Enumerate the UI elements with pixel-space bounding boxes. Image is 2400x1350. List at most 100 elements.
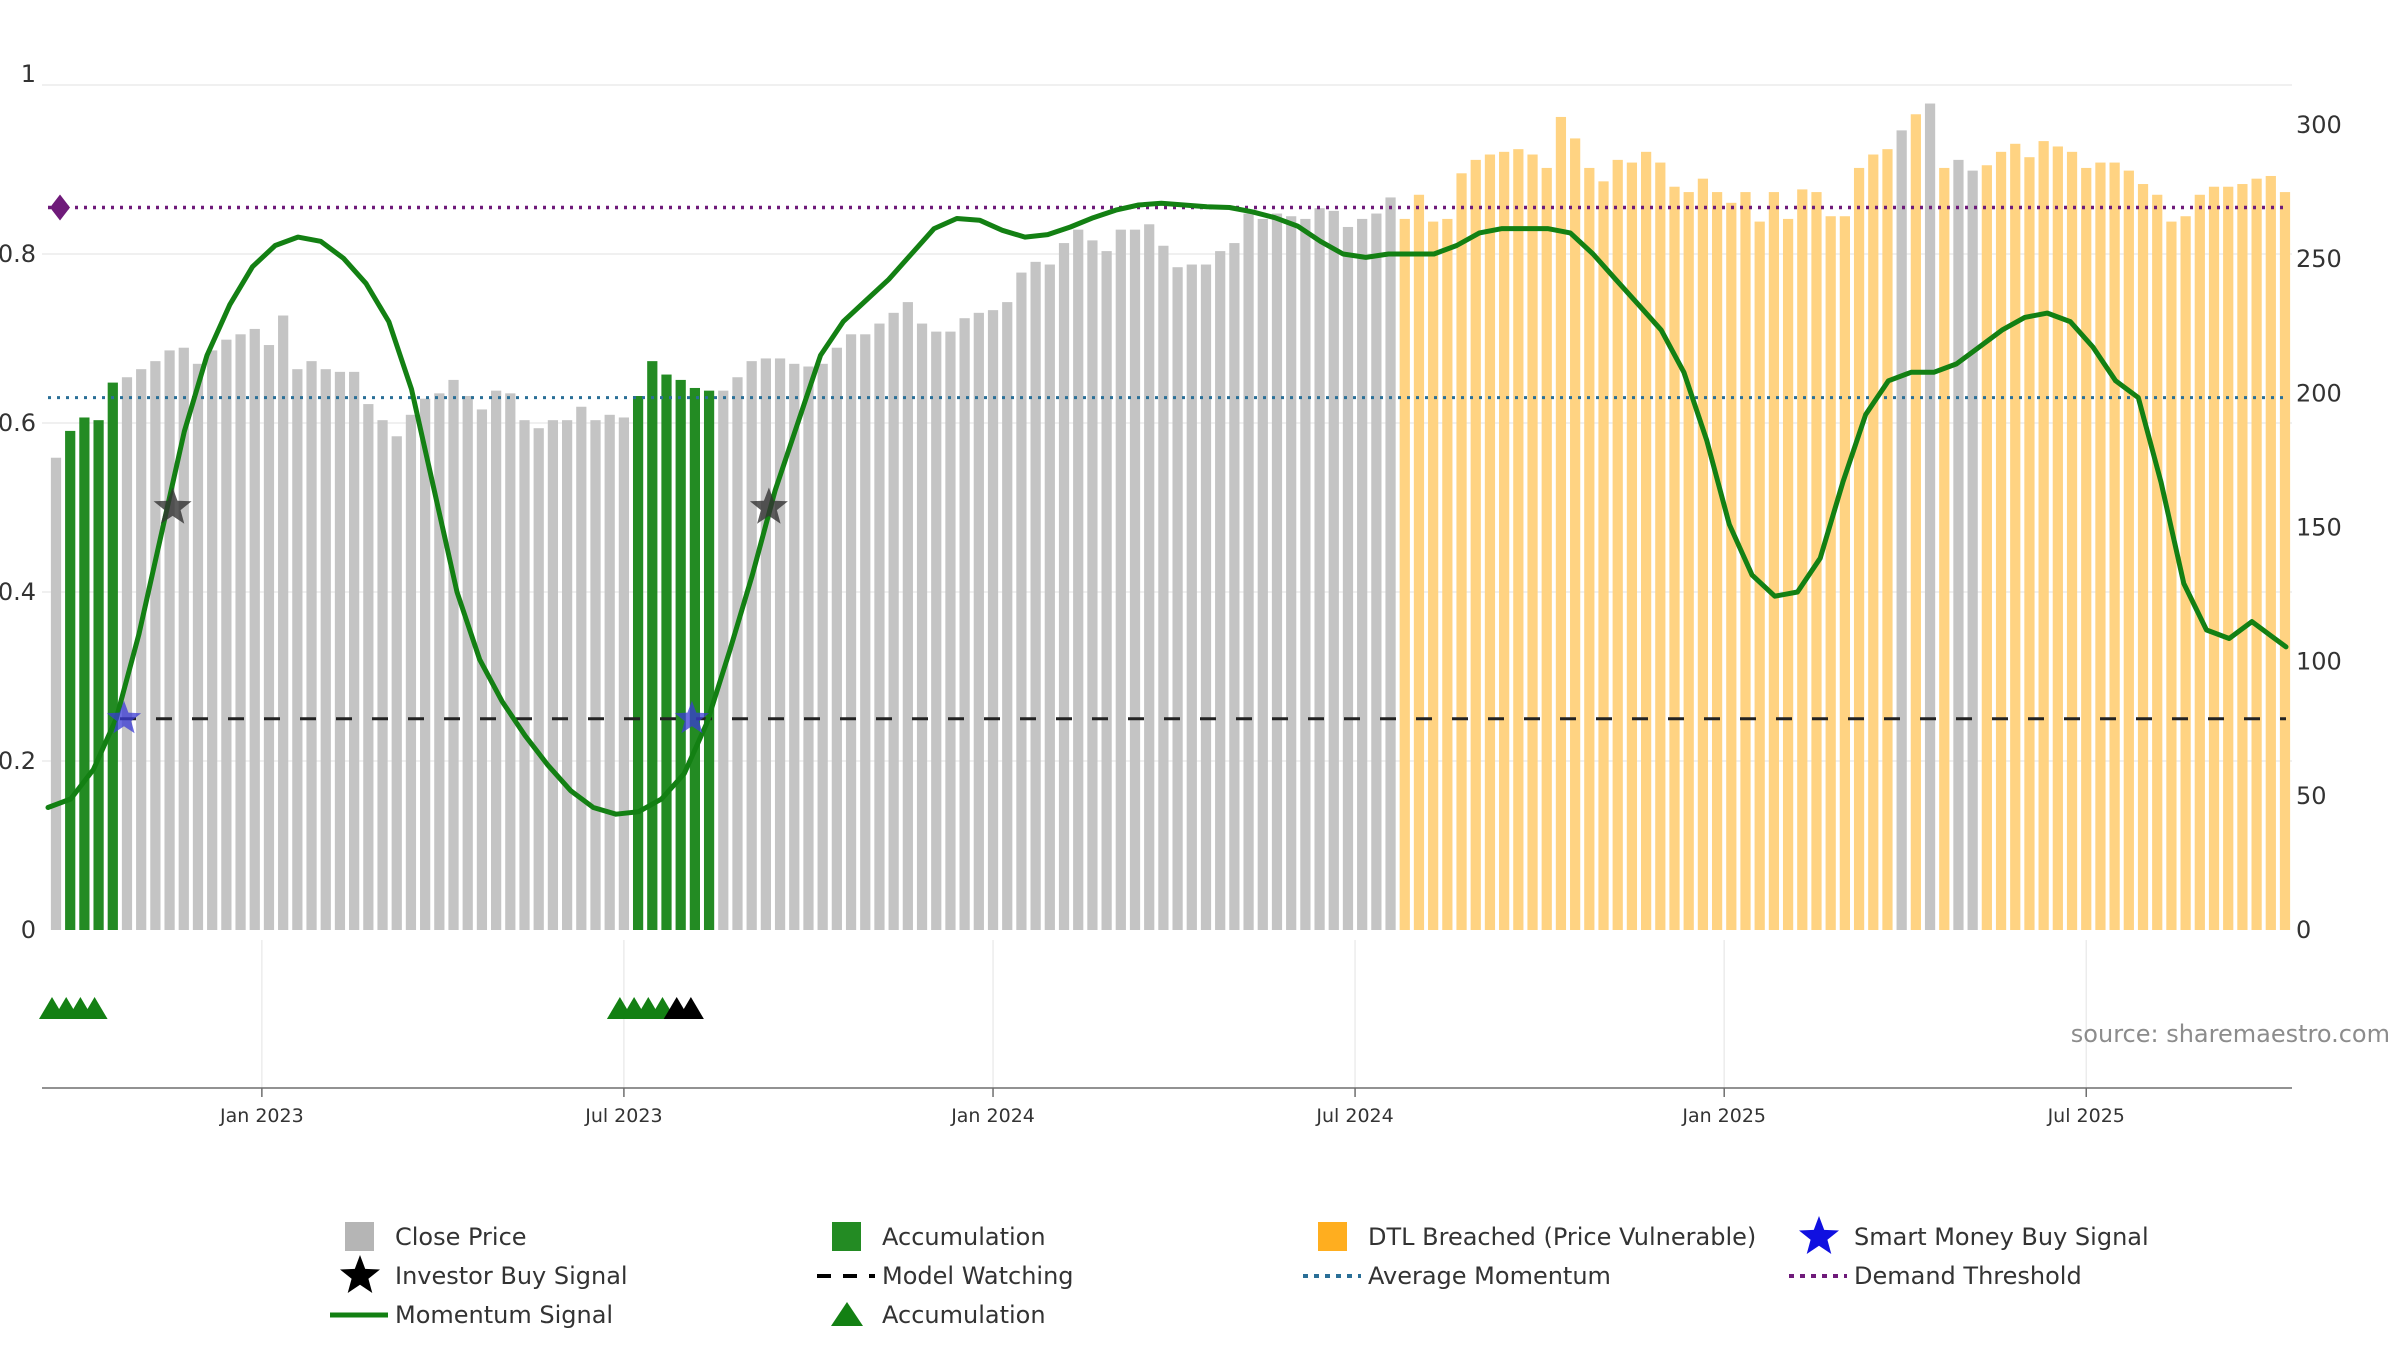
price-bar bbox=[306, 361, 317, 931]
price-bar bbox=[1328, 210, 1339, 930]
signal-markers bbox=[39, 194, 788, 1019]
price-bar bbox=[249, 328, 260, 930]
axes: 0 0.2 0.4 0.6 0.8 1 0 50 100 150 200 250 300 Jan 2023… bbox=[0, 60, 2342, 1127]
price-bar bbox=[561, 420, 573, 930]
price-bar bbox=[689, 387, 700, 930]
price-bar bbox=[1669, 186, 1680, 930]
price-bar bbox=[1413, 194, 1425, 930]
price-bar bbox=[178, 347, 189, 930]
price-bar bbox=[1697, 178, 1709, 930]
legend-label: Investor Buy Signal bbox=[395, 1262, 628, 1290]
price-bar bbox=[1896, 130, 1907, 930]
price-bar bbox=[1456, 173, 1467, 931]
price-bar bbox=[533, 428, 544, 930]
price-bar bbox=[1541, 167, 1552, 930]
price-bar bbox=[1073, 229, 1084, 930]
price-bar bbox=[1641, 151, 1652, 931]
price-bar bbox=[1030, 261, 1041, 931]
legend-label: Average Momentum bbox=[1368, 1262, 1611, 1290]
price-bar bbox=[121, 377, 133, 930]
price-bar bbox=[1044, 264, 1055, 930]
price-bar bbox=[1868, 154, 1879, 930]
legend-label: Model Watching bbox=[882, 1262, 1074, 1290]
x-axis-tick-label: Jan 2024 bbox=[950, 1105, 1035, 1127]
right-axis-tick: 200 bbox=[2296, 379, 2342, 407]
price-bar bbox=[1584, 167, 1595, 930]
price-bar bbox=[618, 417, 630, 930]
price-bar bbox=[1399, 218, 1410, 930]
price-bar bbox=[1172, 267, 1183, 930]
left-axis-tick: 0.6 bbox=[0, 409, 36, 437]
x-axis-tick-label: Jan 2023 bbox=[219, 1105, 304, 1127]
price-bar bbox=[1470, 159, 1481, 931]
x-axis-tick-label: Jul 2025 bbox=[2047, 1105, 2125, 1127]
price-bar bbox=[1953, 159, 1964, 931]
price-bar bbox=[1555, 116, 1567, 930]
price-bar bbox=[789, 363, 800, 931]
price-bar bbox=[718, 390, 729, 930]
price-bar bbox=[1243, 213, 1254, 931]
price-bar bbox=[2038, 141, 2049, 931]
price-bar bbox=[164, 350, 175, 930]
price-bar bbox=[1754, 221, 1765, 931]
right-axis-tick: 150 bbox=[2296, 514, 2342, 542]
price-bar bbox=[817, 363, 828, 931]
price-bar bbox=[774, 358, 786, 930]
accumulation-marker bbox=[81, 997, 108, 1019]
price-bar bbox=[1853, 167, 1865, 930]
price-bar bbox=[1271, 213, 1283, 931]
price-bar bbox=[207, 350, 218, 930]
price-bar bbox=[1939, 167, 1950, 930]
price-bar bbox=[959, 318, 970, 930]
price-bar bbox=[1967, 170, 1978, 930]
price-bar bbox=[2180, 216, 2191, 930]
price-bar bbox=[1782, 218, 1794, 930]
price-bar bbox=[2166, 221, 2177, 931]
price-bar bbox=[1527, 154, 1538, 930]
price-bar bbox=[462, 396, 473, 930]
demand-threshold-marker bbox=[50, 194, 70, 221]
price-bar bbox=[760, 358, 771, 930]
price-bar bbox=[2237, 184, 2248, 931]
smart-money-buy-marker bbox=[674, 700, 709, 734]
price-bar bbox=[107, 382, 118, 931]
x-axis-tick-label: Jul 2024 bbox=[1315, 1105, 1393, 1127]
legend-label: Smart Money Buy Signal bbox=[1854, 1223, 2149, 1251]
price-bar bbox=[1115, 229, 1126, 930]
price-bar bbox=[1342, 226, 1354, 930]
investor-buy-marker bbox=[153, 487, 192, 524]
left-axis-tick: 0.2 bbox=[0, 747, 36, 775]
legend-label: Close Price bbox=[395, 1223, 527, 1251]
price-bar bbox=[2095, 162, 2106, 931]
right-axis-tick: 100 bbox=[2296, 648, 2342, 676]
price-bar bbox=[1286, 216, 1297, 930]
source-credit: source: sharemaestro.com bbox=[2071, 1020, 2390, 1048]
price-bar bbox=[1144, 224, 1155, 931]
price-bar bbox=[1655, 162, 1666, 931]
price-bar bbox=[1058, 243, 1070, 931]
price-bar bbox=[519, 420, 530, 930]
price-bar bbox=[1995, 151, 2007, 931]
legend-label: Demand Threshold bbox=[1854, 1262, 2082, 1290]
signal-lines bbox=[45, 200, 2289, 817]
price-bar bbox=[136, 369, 147, 930]
price-bar bbox=[2279, 192, 2291, 931]
price-bar bbox=[1726, 202, 1737, 931]
price-bar bbox=[1797, 189, 1808, 930]
price-bar bbox=[391, 436, 402, 930]
price-bar bbox=[150, 361, 161, 931]
price-bar bbox=[420, 398, 431, 930]
price-bar bbox=[2024, 157, 2035, 930]
price-bar bbox=[1683, 192, 1694, 931]
price-bar bbox=[50, 457, 62, 930]
legend-label: DTL Breached (Price Vulnerable) bbox=[1368, 1223, 1756, 1251]
price-bar bbox=[79, 417, 90, 930]
price-bar bbox=[1711, 192, 1723, 931]
price-bar bbox=[1513, 149, 1524, 930]
right-axis-tick: 0 bbox=[2296, 916, 2311, 944]
price-bar bbox=[192, 363, 204, 931]
price-bar bbox=[1314, 208, 1325, 930]
price-bar bbox=[1570, 138, 1581, 930]
legend-icon-accumulation-marker bbox=[831, 1302, 863, 1326]
